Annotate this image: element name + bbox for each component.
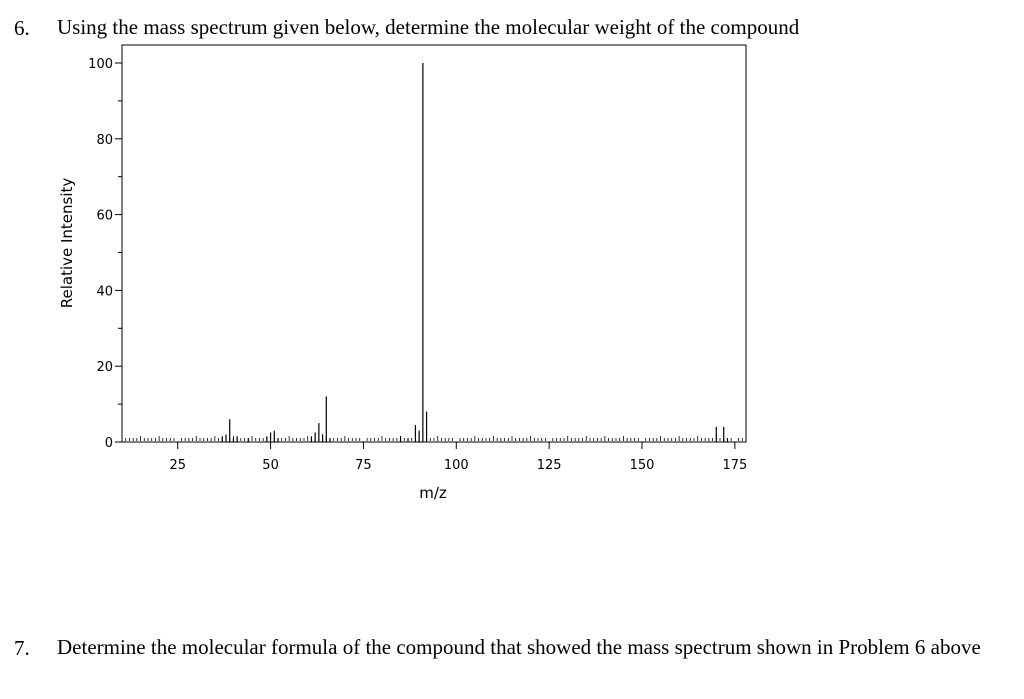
x-tick-label: 25 <box>169 458 186 473</box>
x-axis: 25 50 75 100 125 150 175 <box>169 442 747 473</box>
spectrum-peaks <box>221 63 729 442</box>
plot-frame-group <box>121 44 747 443</box>
y-tick-label: 20 <box>96 360 113 375</box>
y-tick-label: 0 <box>105 436 113 451</box>
y-axis: 0 20 40 60 80 100 <box>88 57 122 451</box>
x-tick-label: 175 <box>722 458 747 473</box>
y-tick-label: 40 <box>96 284 113 299</box>
question-6-number: 6. <box>14 16 30 40</box>
y-tick-label: 60 <box>96 209 113 224</box>
x-minor-ticks <box>121 436 747 441</box>
plot-frame <box>121 44 747 443</box>
x-axis-label: m/z <box>419 484 447 502</box>
question-6-text: Using the mass spectrum given below, det… <box>57 15 800 39</box>
x-tick-label: 75 <box>355 458 372 473</box>
x-tick-label: 50 <box>262 458 279 473</box>
question-7-number: 7. <box>14 636 30 660</box>
x-tick-label: 100 <box>444 458 469 473</box>
x-tick-label: 125 <box>537 458 562 473</box>
y-tick-label: 80 <box>96 133 113 148</box>
y-axis-label: Relative Intensity <box>58 178 76 309</box>
mass-spectrum-chart: 0 20 40 60 80 100 25 50 75 100 125 150 175 Relative… <box>58 44 747 502</box>
question-7-text: Determine the molecular formula of the c… <box>57 635 981 659</box>
x-tick-label: 150 <box>630 458 655 473</box>
y-tick-label: 100 <box>88 57 113 72</box>
